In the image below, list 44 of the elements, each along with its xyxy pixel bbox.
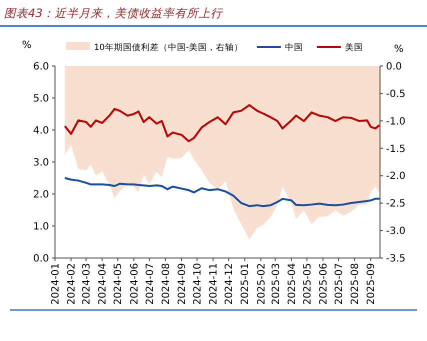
y-axis-title: % <box>22 40 32 51</box>
x-tick-label: 2025-01 <box>240 263 252 305</box>
legend-label: 中国 <box>284 42 303 53</box>
x-tick-label: 2025-04 <box>286 263 298 305</box>
x-tick-label: 2024-05 <box>113 263 124 305</box>
x-tick-label: 2024-09 <box>176 263 188 305</box>
y2-axis-title: % <box>394 44 404 55</box>
y2-tick-label: -2.5 <box>386 198 406 210</box>
y2-tick-label: -0.5 <box>386 88 406 100</box>
x-tick-label: 2024-03 <box>82 263 93 305</box>
y2-tick-label: -1.0 <box>386 116 406 128</box>
x-tick-label: 2024-02 <box>66 263 78 305</box>
x-tick-label: 2024-11 <box>208 263 220 305</box>
y-tick-label: 4.0 <box>33 126 49 136</box>
x-tick-label: 2025-08 <box>350 263 362 305</box>
y2-tick-label: 0.0 <box>386 62 402 72</box>
x-tick-label: 2025-03 <box>270 263 282 305</box>
line-series <box>64 177 380 208</box>
y-tick-label: 5.0 <box>33 94 49 104</box>
x-tick-label: 2025-07 <box>334 263 346 305</box>
x-tick-label: 2024-12 <box>224 263 236 305</box>
x-tick-label: 2024-07 <box>144 263 156 305</box>
x-tick-label: 2025-09 <box>366 263 378 305</box>
x-tick-label: 2024-06 <box>129 263 140 305</box>
x-tick-label: 2024-10 <box>192 263 204 305</box>
y2-tick-label: -3.0 <box>386 226 406 238</box>
y-tick-label: 3.0 <box>33 158 49 168</box>
x-tick-label: 2025-05 <box>302 263 314 305</box>
x-tick-label: 2024-01 <box>50 263 62 305</box>
x-tick-label: 2024-04 <box>98 263 109 305</box>
x-tick-label: 2025-06 <box>318 263 330 305</box>
line-series <box>64 104 380 142</box>
y2-tick-label: -3.5 <box>386 254 406 264</box>
y2-tick-label: -2.0 <box>386 171 406 182</box>
legend-label: 美国 <box>344 42 363 53</box>
y-tick-label: 1.0 <box>33 222 49 232</box>
y-tick-label: 6.0 <box>33 62 49 72</box>
y-tick-label: 0.0 <box>33 254 49 264</box>
chart-title: 图表43：近半月来，美债收益率有所上行 <box>4 6 224 20</box>
x-tick-label: 2025-02 <box>256 263 268 305</box>
y-tick-label: 2.0 <box>33 190 49 200</box>
x-tick-label: 2024-08 <box>160 263 172 305</box>
y2-tick-label: -1.5 <box>386 144 406 155</box>
legend-label: 10年期国债利差（中国-美国，右轴） <box>94 42 243 53</box>
